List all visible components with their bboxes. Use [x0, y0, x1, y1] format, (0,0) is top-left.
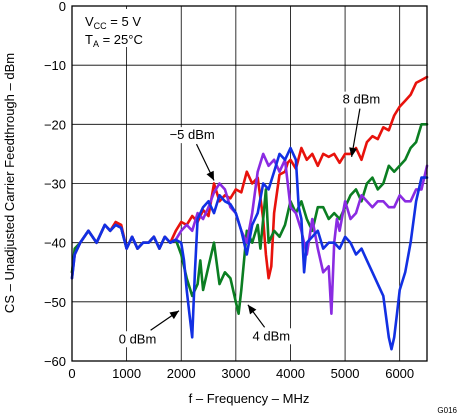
y-axis-label: CS – Unadjusted Carrier Feedthrough – dB…: [2, 53, 17, 313]
annotation-background: [168, 127, 217, 144]
y-tick-label: 0: [59, 0, 66, 14]
annotations: 8 dBm −5 dBm 4 dBm 0 dBm: [113, 91, 386, 348]
y-tick-label: −40: [44, 236, 66, 251]
annotation-background: [337, 91, 386, 108]
x-axis-label: f – Frequency – MHz: [189, 391, 310, 406]
y-tick-label: −60: [44, 354, 66, 369]
axis-ticks: 0 1000 2000 3000 4000 5000 6000 0 −10 −20 −30 −40 −5…: [44, 0, 414, 381]
x-tick-label: 0: [68, 366, 75, 381]
plot-frame: [71, 5, 428, 362]
annotation-background: [113, 331, 162, 348]
x-tick-label: 5000: [331, 366, 360, 381]
x-tick-label: 6000: [385, 366, 414, 381]
conditions-box: VCC = 5 V TA = 25°C: [80, 9, 146, 49]
grid-lines: [72, 6, 427, 361]
y-tick-label: −10: [44, 58, 66, 73]
x-tick-label: 1000: [112, 366, 141, 381]
x-tick-label: 4000: [276, 366, 305, 381]
annotation-arrowhead: [169, 310, 179, 320]
y-tick-label: −20: [44, 117, 66, 132]
y-tick-label: −30: [44, 177, 66, 192]
annotation-label: −5 dBm: [170, 127, 215, 142]
series-line: [70, 123, 429, 316]
condition-ta: TA = 25°C: [85, 32, 143, 49]
figure-id: G016: [437, 406, 457, 415]
conditions-background: [80, 9, 146, 47]
x-tick-label: 3000: [221, 366, 250, 381]
condition-vcc-main: V: [85, 14, 94, 29]
condition-ta-sub: A: [93, 39, 99, 49]
series-line: [70, 146, 429, 351]
annotation-arrowhead: [349, 147, 358, 157]
x-tick-label: 2000: [167, 366, 196, 381]
annotation-background: [247, 328, 296, 345]
condition-vcc-sub: CC: [94, 21, 107, 31]
condition-ta-rest: = 25°C: [99, 32, 143, 47]
condition-ta-main: T: [85, 32, 93, 47]
plot-series: [70, 75, 429, 351]
y-tick-label: −50: [44, 295, 66, 310]
annotation-arrowhead: [206, 170, 214, 181]
annotation-arrowhead: [247, 304, 257, 315]
condition-vcc-rest: = 5 V: [107, 14, 142, 29]
annotation-label: 4 dBm: [253, 328, 291, 343]
condition-vcc: VCC = 5 V: [85, 14, 141, 31]
annotation-label: 0 dBm: [119, 331, 157, 346]
annotation-label: 8 dBm: [343, 92, 381, 107]
